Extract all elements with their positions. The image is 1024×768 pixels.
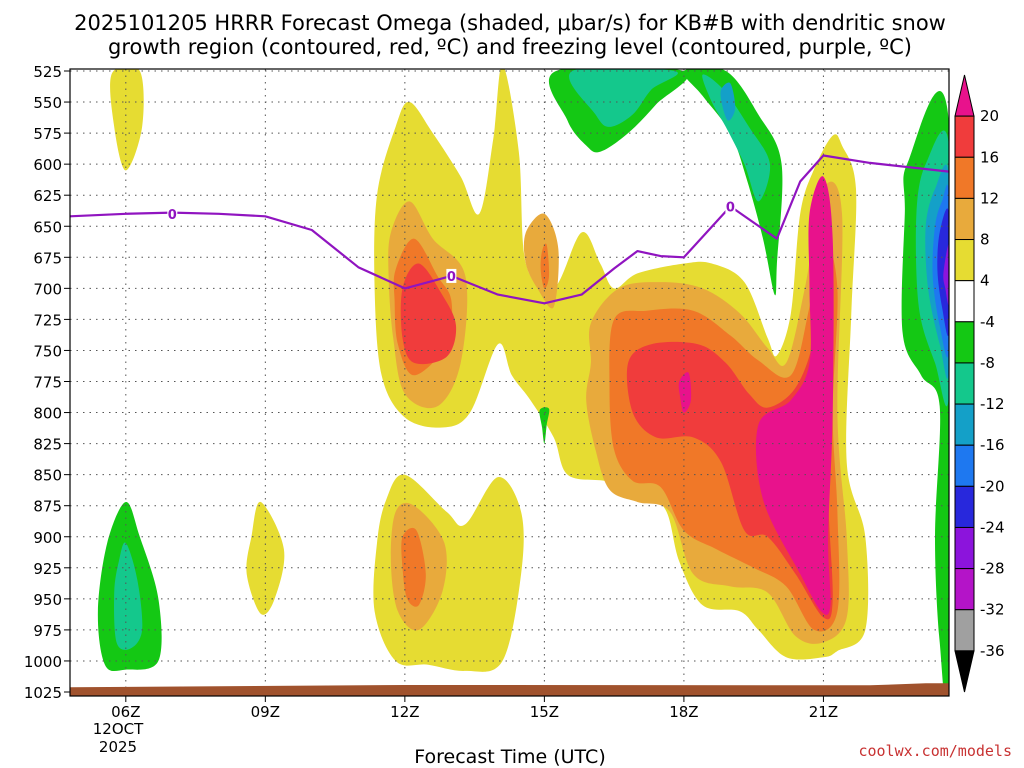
colorbar-bin-16-to-20	[954, 115, 975, 158]
colorbar-bin-36	[954, 650, 975, 693]
freezing-level-label-bg	[446, 268, 457, 283]
y-tick-label-550: 550	[33, 94, 62, 112]
colorbar-bin-32-to-28	[954, 568, 975, 611]
x-tick-label-18z: 18Z	[669, 703, 698, 721]
colorbar-bin-36-to-32	[954, 609, 975, 652]
credit-text: coolwx.com/models	[858, 742, 1012, 760]
omega-region-15z-small-green	[539, 407, 550, 444]
colorbar-bin-8-to-4	[954, 321, 975, 364]
colorbar: 20 16 12 8 4 -4 -8 -12 -16 -20 -24 -28 -32 -36	[954, 74, 1005, 693]
freezing-level-label-bg	[167, 206, 178, 221]
y-tick-label-650: 650	[33, 218, 62, 236]
x-tick-label-12z: 12Z	[390, 703, 419, 721]
y-tick-label-525: 525	[33, 63, 62, 81]
terrain-ground	[70, 683, 949, 696]
omega-region-21z-strong-core	[755, 176, 834, 615]
colorbar-label-neg12: -12	[980, 395, 1005, 413]
omega-region-18z-downward-4	[683, 69, 783, 296]
colorbar-label-neg20: -20	[980, 477, 1005, 495]
colorbar-bin-4-to-4	[954, 280, 975, 323]
y-tick-label-700: 700	[33, 280, 62, 298]
y-tick-label-875: 875	[33, 498, 62, 516]
freezing-level-label-bg	[725, 199, 736, 214]
terrain	[70, 683, 949, 696]
omega-region-18z-downward-8	[702, 74, 771, 202]
y-tick-label-1000: 1000	[24, 653, 62, 671]
colorbar-label-8: 8	[980, 231, 990, 249]
omega-region-right-downward-20	[937, 208, 949, 336]
freezing-level-line	[69, 154, 950, 305]
x-tick-label-15z: 15Z	[530, 703, 559, 721]
colorbar-label-neg8: -8	[980, 354, 995, 372]
y-tick-label-825: 825	[33, 436, 62, 454]
y-tick-label-975: 975	[33, 622, 62, 640]
x-axis-ticks: 06Z 09Z 12Z 15Z 18Z 21Z	[111, 696, 838, 721]
omega-region-low-level-12z-12	[401, 527, 426, 607]
colorbar-bin-20-to-16	[954, 444, 975, 487]
y-tick-label-800: 800	[33, 405, 62, 423]
omega-region-18z-core	[678, 372, 692, 413]
y-tick-label-575: 575	[33, 125, 62, 143]
y-tick-label-900: 900	[33, 529, 62, 547]
colorbar-bin-12-to-16	[954, 156, 975, 199]
colorbar-label-neg4: -4	[980, 313, 995, 331]
colorbar-label-neg16: -16	[980, 436, 1005, 454]
date-label-year: 2025	[99, 738, 137, 756]
y-tick-label-750: 750	[33, 342, 62, 360]
omega-region-upper-left-weak-upward	[110, 69, 144, 171]
omega-region-15z-small-12	[540, 243, 550, 289]
freezing-level-contour: 0 0 0	[69, 154, 950, 305]
x-tick-label-06z: 06Z	[111, 703, 140, 721]
y-tick-label-725: 725	[33, 311, 62, 329]
y-tick-label-950: 950	[33, 591, 62, 609]
y-tick-label-625: 625	[33, 187, 62, 205]
colorbar-bin-24-to-20	[954, 485, 975, 528]
chart-title-line1: 2025101205 HRRR Forecast Omega (shaded, …	[74, 11, 946, 35]
colorbar-bin-28-to-24	[954, 526, 975, 570]
x-axis-label: Forecast Time (UTC)	[414, 746, 605, 768]
y-axis-ticks: 525 550 575 600 625 650 675 700 725 750 775 800 825 8…	[24, 63, 70, 702]
freezing-level-label-3: 0	[726, 200, 735, 215]
omega-region-low-level-08z-upward	[246, 501, 285, 615]
colorbar-label-4: 4	[980, 272, 990, 290]
plot-frame	[69, 68, 950, 697]
y-tick-label-850: 850	[33, 467, 62, 485]
colorbar-label-neg36: -36	[980, 642, 1005, 660]
colorbar-label-16: 16	[980, 148, 999, 166]
chart-title-line2: growth region (contoured, red, ºC) and f…	[108, 35, 912, 59]
y-tick-label-775: 775	[33, 374, 62, 392]
colorbar-label-12: 12	[980, 189, 999, 207]
y-tick-label-1025: 1025	[24, 684, 62, 702]
omega-region-right-downward-24	[943, 244, 949, 305]
x-tick-label-09z: 09Z	[251, 703, 280, 721]
y-tick-label-925: 925	[33, 560, 62, 578]
colorbar-label-neg32: -32	[980, 601, 1005, 619]
omega-shading	[97, 69, 949, 696]
x-tick-label-21z: 21Z	[809, 703, 838, 721]
date-label-day: 12OCT	[93, 720, 144, 738]
y-tick-label-600: 600	[33, 156, 62, 174]
colorbar-bin-12-to-8	[954, 362, 975, 405]
freezing-level-label-2: 0	[447, 270, 456, 285]
omega-region-upper-downward-8	[569, 69, 678, 127]
colorbar-label-20: 20	[980, 107, 999, 125]
colorbar-label-neg24: -24	[980, 518, 1005, 536]
colorbar-bin-8-to-12	[954, 197, 975, 241]
freezing-level-label-1: 0	[168, 208, 177, 223]
omega-region-low-level-06z-8	[114, 542, 143, 650]
colorbar-bin-20	[954, 74, 975, 117]
colorbar-label-neg28: -28	[980, 560, 1005, 578]
colorbar-bin-16-to-12	[954, 403, 975, 446]
colorbar-bin-4-to-8	[954, 239, 975, 282]
y-tick-label-675: 675	[33, 249, 62, 267]
grid-lines	[70, 69, 949, 696]
